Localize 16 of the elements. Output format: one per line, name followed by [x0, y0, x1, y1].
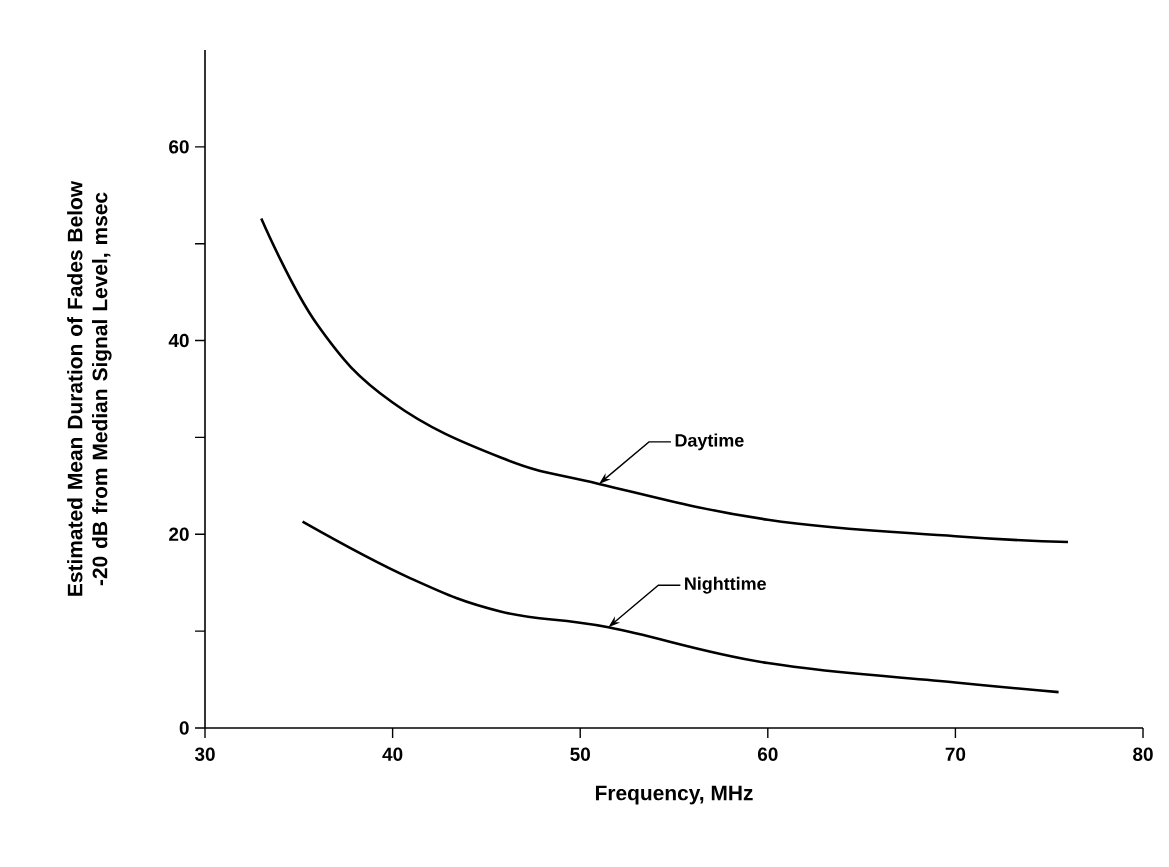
annotation: Nighttime	[685, 576, 766, 594]
x-tick-label: 40	[382, 747, 403, 761]
y-axis-title: Estimated Mean Duration of Fades Below -20 dB from Median Signal Level, msec	[67, 180, 112, 596]
annotation: Daytime	[675, 433, 744, 451]
y-tick-label: 0	[179, 721, 189, 735]
x-tick-label: 60	[757, 747, 778, 761]
x-tick-label: 30	[194, 747, 215, 761]
y-tick-label: 60	[169, 140, 189, 154]
y-tick-label: 40	[168, 333, 189, 348]
line-series	[259, 217, 1070, 544]
y-tick-label: 20	[169, 527, 189, 541]
x-tick-label: 50	[570, 747, 590, 761]
x-tick-label: 70	[945, 747, 966, 761]
x-axis-title: Frequency, MHz	[595, 785, 753, 805]
line-series	[301, 520, 1060, 694]
x-tick-label: 80	[1133, 747, 1153, 761]
